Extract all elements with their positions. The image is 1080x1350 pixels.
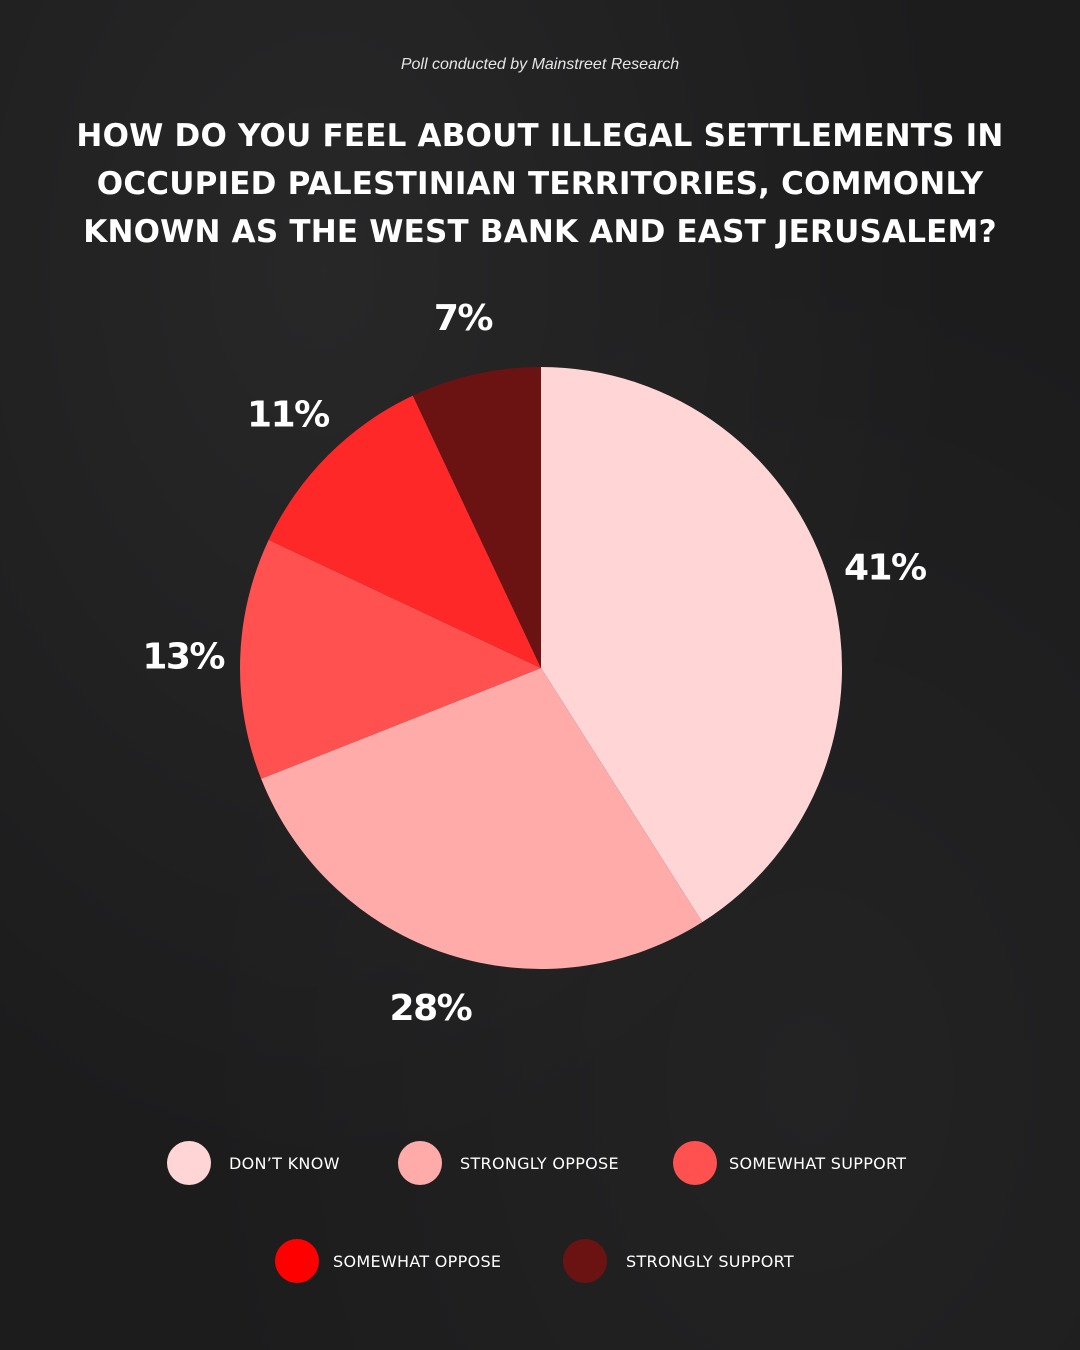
source-note: Poll conducted by Mainstreet Research <box>400 56 680 73</box>
legend-item-dont-know: DON’T KNOW <box>167 1141 340 1185</box>
chart-title: HOW DO YOU FEEL ABOUT ILLEGAL SETTLEMENT… <box>76 118 1004 250</box>
data-label-somewhat-support: 13% <box>142 636 224 677</box>
legend-item-strongly-support: STRONGLY SUPPORT <box>563 1239 794 1283</box>
legend-label-somewhat-oppose: SOMEWHAT OPPOSE <box>333 1251 502 1271</box>
legend-swatch-strongly-support <box>563 1239 607 1283</box>
legend-label-dont-know: DON’T KNOW <box>229 1153 340 1173</box>
data-label-strongly-support: 7% <box>434 298 493 339</box>
legend-item-somewhat-support: SOMEWHAT SUPPORT <box>673 1141 906 1185</box>
data-label-dont-know: 41% <box>844 548 926 589</box>
legend-label-somewhat-support: SOMEWHAT SUPPORT <box>729 1153 907 1173</box>
pie-slice-strongly-support <box>412 367 541 668</box>
pie-slice-dont-know <box>541 367 843 923</box>
legend-item-strongly-oppose: STRONGLY OPPOSE <box>398 1141 619 1185</box>
legend-swatch-somewhat-oppose <box>275 1239 319 1283</box>
legend-item-somewhat-oppose: SOMEWHAT OPPOSE <box>275 1239 501 1283</box>
legend-swatch-dont-know <box>167 1141 211 1185</box>
data-label-somewhat-oppose: 11% <box>247 394 329 435</box>
legend-swatch-somewhat-support <box>673 1141 717 1185</box>
pie-slice-somewhat-oppose <box>268 395 541 668</box>
pie-slice-strongly-oppose <box>261 668 703 970</box>
pie-slice-somewhat-support <box>240 539 542 779</box>
legend-swatch-strongly-oppose <box>398 1141 442 1185</box>
data-label-strongly-oppose: 28% <box>390 988 472 1029</box>
legend-label-strongly-oppose: STRONGLY OPPOSE <box>460 1153 619 1173</box>
legend-label-strongly-support: STRONGLY SUPPORT <box>626 1251 794 1271</box>
